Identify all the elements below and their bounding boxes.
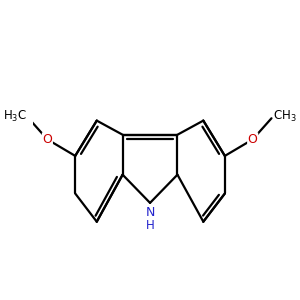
Text: N: N	[145, 206, 155, 219]
Text: H$_3$C: H$_3$C	[2, 109, 27, 124]
Text: H: H	[146, 219, 154, 232]
Text: O: O	[43, 133, 52, 146]
Text: O: O	[248, 133, 258, 146]
Text: CH$_3$: CH$_3$	[273, 109, 297, 124]
